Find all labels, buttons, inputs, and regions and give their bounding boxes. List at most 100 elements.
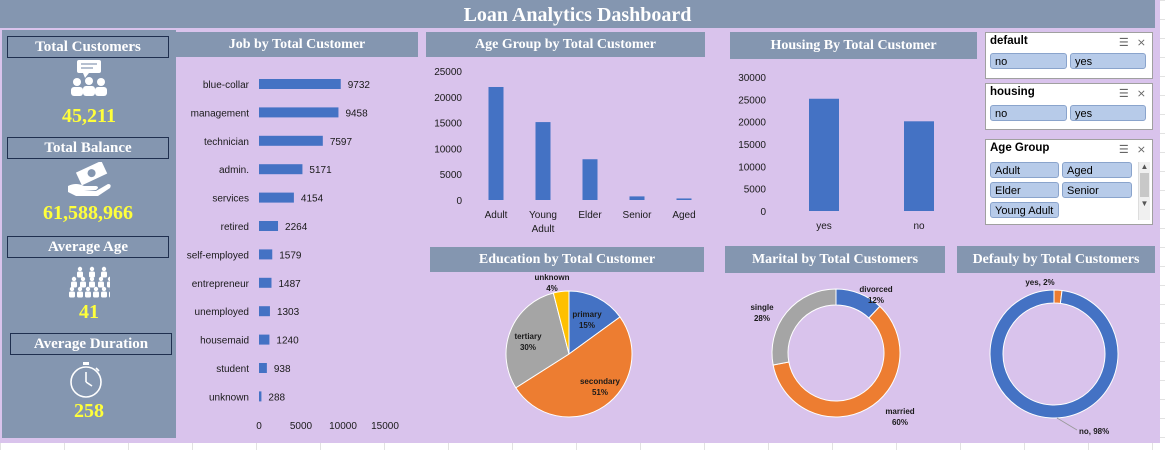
stopwatch-icon: [70, 362, 102, 398]
default-chart-data-label: yes, 2%: [1025, 278, 1054, 287]
housing-slicer-item-no[interactable]: no: [990, 105, 1067, 121]
age-chart-category-label: Adult: [532, 224, 555, 235]
housing-chart-y-tick: 5000: [744, 185, 767, 196]
multi-select-icon[interactable]: ☰: [1118, 88, 1129, 100]
default-chart-slice-no: [989, 289, 1119, 419]
age-group-slicer-item-elder[interactable]: Elder: [990, 182, 1059, 198]
education-chart-slice-unknown: [552, 290, 570, 355]
job-category-label: admin.: [219, 165, 249, 176]
marital-chart-slice-married: [772, 305, 901, 418]
job-chart-title: Job by Total Customer: [176, 32, 418, 57]
clear-filter-icon[interactable]: ⨯: [1136, 88, 1146, 100]
person-body: [77, 271, 83, 278]
multi-select-icon[interactable]: ☰: [1118, 144, 1129, 156]
job-value-label: 9458: [345, 108, 368, 119]
housing-chart-category-label: yes: [816, 221, 832, 232]
age-group-slicer-item-adult[interactable]: Adult: [990, 162, 1059, 178]
person-body: [107, 281, 110, 288]
job-value-label: 288: [268, 392, 285, 403]
scroll-down-icon[interactable]: ▼: [1140, 199, 1149, 208]
person-body: [89, 281, 95, 288]
person-head: [101, 266, 107, 272]
marital-chart-slice-single: [771, 288, 837, 366]
person-body: [98, 281, 104, 288]
age-group-slicer-item-senior[interactable]: Senior: [1062, 182, 1132, 198]
housing-slicer-item-yes[interactable]: yes: [1070, 105, 1146, 121]
person-head: [71, 276, 77, 282]
kpi-sidebar: Total Customers 45,211 Total Balance 61,…: [2, 30, 176, 438]
housing-chart-y-tick: 20000: [738, 118, 766, 129]
clear-filter-icon[interactable]: ⨯: [1136, 37, 1146, 49]
age-group-slicer-item-aged[interactable]: Aged: [1062, 162, 1132, 178]
marital-chart-category-label: single: [750, 303, 774, 312]
job-x-tick: 0: [256, 421, 262, 432]
job-bar: [259, 221, 279, 231]
marital-chart-percent-label: 60%: [892, 418, 908, 427]
age-chart-y-tick: 25000: [434, 67, 462, 78]
person-body: [101, 291, 107, 298]
default-slicer-item-yes[interactable]: yes: [1070, 53, 1146, 69]
total-customers-label: Total Customers: [7, 36, 169, 58]
person-head: [77, 286, 83, 292]
person-body: [80, 281, 86, 288]
education-chart-title: Education by Total Customer: [430, 247, 704, 272]
job-value-label: 9732: [348, 80, 371, 91]
age-bar-chart: 0 5000 10000 15000 20000 25000 Adult Young Adult…: [434, 67, 695, 235]
age-chart-y-tick: 0: [456, 196, 462, 207]
education-chart-percent-label: 30%: [520, 343, 536, 352]
job-category-label: entrepreneur: [192, 279, 250, 290]
clear-filter-icon[interactable]: ⨯: [1136, 144, 1146, 156]
scroll-thumb[interactable]: [1140, 173, 1149, 197]
education-chart-category-label: tertiary: [514, 332, 542, 341]
person-head: [85, 286, 91, 292]
job-value-label: 1579: [279, 250, 302, 261]
person-body: [85, 291, 91, 298]
age-chart-y-tick: 10000: [434, 144, 462, 155]
education-chart-percent-label: 51%: [592, 388, 608, 397]
job-bar: [259, 192, 294, 203]
default-slicer[interactable]: default ☰ ⨯ no yes: [985, 32, 1153, 79]
multi-select-icon[interactable]: ☰: [1118, 37, 1129, 49]
person-head: [93, 286, 99, 292]
job-bar: [259, 306, 270, 317]
total-balance-label: Total Balance: [7, 137, 169, 159]
age-group-slicer-item-young-adult[interactable]: Young Adult: [990, 202, 1059, 218]
average-age-label: Average Age: [7, 236, 169, 258]
education-chart-slice-tertiary: [505, 292, 570, 389]
default-slicer-item-no[interactable]: no: [990, 53, 1067, 69]
age-chart-bar: [535, 122, 551, 200]
total-balance-value: 61,588,966: [43, 202, 133, 224]
age-group-slicer[interactable]: Age Group ☰ ⨯ Adult Aged Elder Senior You…: [985, 139, 1153, 225]
default-slicer-title: default: [990, 35, 1028, 47]
education-pie-chart: primary 15% secondary 51% tertiary 30% unknown…: [505, 273, 633, 418]
job-category-label: services: [212, 194, 249, 205]
default-donut-chart: yes, 2% no, 98%: [989, 278, 1119, 436]
job-value-label: 1487: [278, 279, 301, 290]
housing-chart-y-tick: 10000: [738, 162, 766, 173]
housing-chart-bar: [904, 121, 934, 211]
age-chart-y-tick: 15000: [434, 119, 462, 130]
age-chart-category-label: Aged: [672, 210, 695, 221]
housing-bar-chart: 0 5000 10000 15000 20000 25000 30000 yes no: [738, 73, 934, 232]
person-body: [101, 271, 107, 278]
housing-chart-y-tick: 15000: [738, 140, 766, 151]
scroll-up-icon[interactable]: ▲: [1140, 162, 1149, 171]
person-body: [71, 281, 77, 288]
total-customers-value: 45,211: [62, 105, 116, 127]
job-category-label: housemaid: [200, 336, 249, 347]
dashboard-title: Loan Analytics Dashboard: [0, 0, 1155, 28]
marital-donut-chart: divorced 12% married 60% single 28%: [750, 285, 914, 427]
age-group-slicer-scrollbar[interactable]: ▲ ▼: [1138, 162, 1150, 220]
housing-slicer[interactable]: housing ☰ ⨯ no yes: [985, 83, 1153, 130]
person-head: [89, 266, 95, 272]
person-head: [69, 286, 75, 292]
housing-chart-category-label: no: [913, 221, 925, 232]
job-value-label: 7597: [330, 137, 353, 148]
person-head: [80, 276, 86, 282]
age-chart-y-tick: 5000: [440, 170, 463, 181]
person-head: [107, 276, 110, 282]
job-value-label: 5171: [309, 165, 332, 176]
housing-chart-title: Housing By Total Customer: [730, 32, 977, 59]
housing-chart-y-tick: 25000: [738, 95, 766, 106]
education-chart-slice-primary: [568, 290, 621, 355]
